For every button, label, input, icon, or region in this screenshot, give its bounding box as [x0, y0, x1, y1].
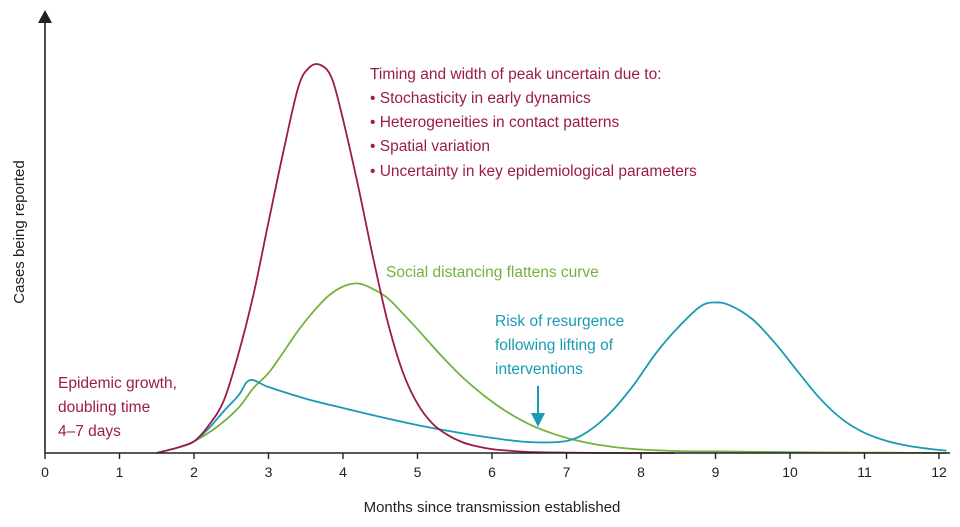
resurgence-line: following lifting of	[495, 337, 614, 354]
uncertainty-item: • Uncertainty in key epidemiological par…	[370, 163, 697, 180]
x-tick-label: 7	[563, 464, 571, 480]
x-axis-ticks: 0 1 2 3 4 5 6 7 8 9 10 11 12	[41, 453, 947, 480]
x-tick-label: 3	[265, 464, 273, 480]
x-tick-label: 4	[339, 464, 347, 480]
x-tick-label: 6	[488, 464, 496, 480]
uncertainty-annotation: Timing and width of peak uncertain due t…	[370, 66, 697, 180]
series-line-distancing	[156, 282, 947, 454]
resurgence-annotation: Risk of resurgence following lifting of …	[495, 313, 624, 378]
x-tick-label: 2	[190, 464, 198, 480]
x-axis-label: Months since transmission established	[364, 499, 621, 516]
uncertainty-item: • Heterogeneities in contact patterns	[370, 114, 620, 131]
x-tick-label: 5	[414, 464, 422, 480]
x-tick-label: 11	[857, 464, 872, 480]
y-axis-label: Cases being reported	[11, 160, 28, 303]
growth-line: Epidemic growth,	[58, 375, 177, 392]
resurgence-line: interventions	[495, 361, 583, 378]
y-axis-arrowhead	[38, 10, 52, 23]
series-line-resurgence	[156, 301, 947, 454]
uncertainty-item: • Stochasticity in early dynamics	[370, 90, 591, 107]
series-line-unmitigated	[156, 63, 675, 454]
uncertainty-item: • Spatial variation	[370, 138, 490, 155]
x-tick-label: 12	[931, 464, 947, 480]
x-tick-label: 8	[637, 464, 645, 480]
resurgence-line: Risk of resurgence	[495, 313, 624, 330]
resurgence-arrow-head	[531, 413, 545, 427]
growth-annotation: Epidemic growth, doubling time 4–7 days	[58, 375, 177, 440]
x-tick-label: 1	[116, 464, 124, 480]
growth-line: doubling time	[58, 399, 150, 416]
series-lines	[156, 63, 947, 454]
x-tick-label: 10	[782, 464, 798, 480]
x-tick-label: 0	[41, 464, 49, 480]
x-tick-label: 9	[712, 464, 720, 480]
uncertainty-title: Timing and width of peak uncertain due t…	[370, 66, 662, 83]
distancing-annotation: Social distancing flattens curve	[386, 264, 599, 281]
growth-line: 4–7 days	[58, 423, 121, 440]
